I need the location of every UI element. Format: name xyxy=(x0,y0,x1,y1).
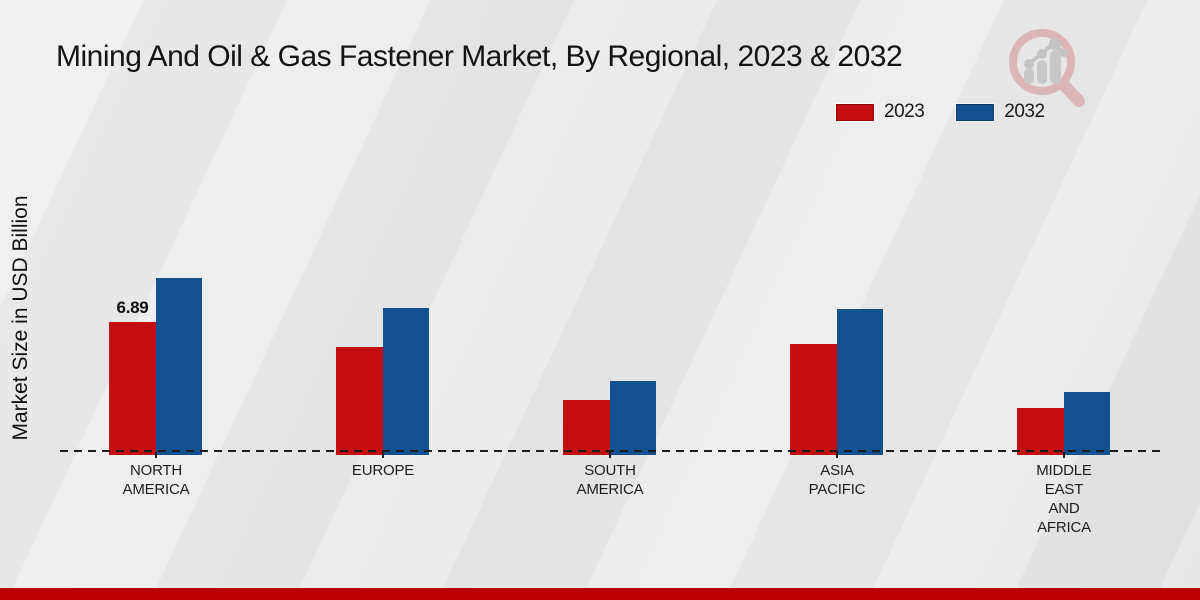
x-axis-baseline xyxy=(60,450,1164,452)
legend-swatch-2032 xyxy=(956,103,995,121)
category-label-europe: EUROPE xyxy=(351,462,415,479)
footer-accent-bar xyxy=(0,588,1200,600)
bar-2032-middle-east-and-africa xyxy=(1064,392,1110,455)
bar-2023-asia-pacific xyxy=(790,344,837,455)
legend: 2023 2032 xyxy=(836,101,1045,123)
bar-2023-south-america xyxy=(563,400,610,455)
bar-2023-north-america xyxy=(109,322,156,455)
legend-swatch-2023 xyxy=(836,103,874,121)
magnifier-chart-logo-icon xyxy=(1009,29,1085,107)
x-axis-tick xyxy=(609,452,611,458)
bar-2032-north-america xyxy=(156,278,202,455)
category-label-middle-east-and-africa: MIDDLE EAST AND AFRICA xyxy=(1036,462,1092,536)
x-axis-tick xyxy=(155,452,157,458)
x-axis-tick xyxy=(382,452,384,458)
bar-2023-europe xyxy=(336,347,383,455)
chart-title: Mining And Oil & Gas Fastener Market, By… xyxy=(56,40,903,73)
y-axis-label: Market Size in USD Billion xyxy=(9,195,32,441)
legend-label-2023: 2023 xyxy=(884,101,925,122)
category-label-south-america: SOUTH AMERICA xyxy=(576,462,644,498)
legend-item-2032: 2032 xyxy=(956,101,1045,123)
x-axis-tick xyxy=(1063,452,1065,458)
bar-2032-europe xyxy=(383,308,429,455)
category-label-asia-pacific: ASIA PACIFIC xyxy=(808,462,866,498)
legend-item-2023: 2023 xyxy=(836,101,925,123)
bar-value-label: 6.89 xyxy=(116,298,149,317)
bar-2023-middle-east-and-africa xyxy=(1017,408,1064,455)
bar-2032-south-america xyxy=(610,381,656,455)
category-label-north-america: NORTH AMERICA xyxy=(122,462,190,498)
legend-label-2032: 2032 xyxy=(1004,101,1045,122)
x-axis-tick xyxy=(836,452,838,458)
bar-2032-asia-pacific xyxy=(837,309,883,455)
